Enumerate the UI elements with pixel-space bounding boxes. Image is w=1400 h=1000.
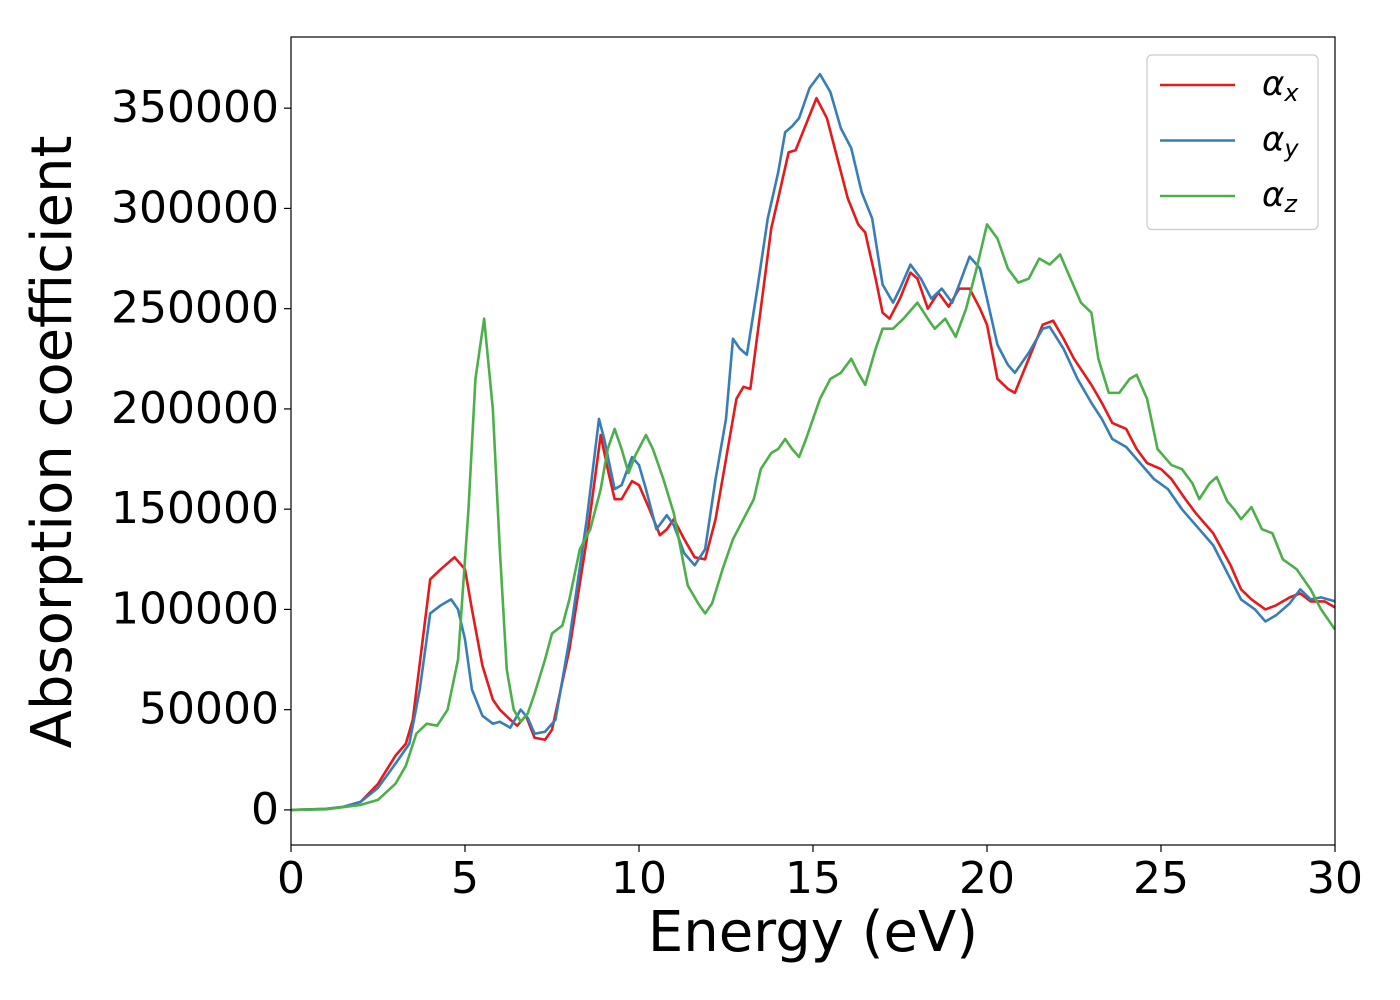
legend-subscript: x [1283,79,1299,107]
x-axis-label: Energy (eV) [648,900,978,965]
y-tick-label: 150000 [111,483,279,534]
x-tick-label: 10 [611,853,667,904]
legend-label: αy [1262,119,1299,163]
x-tick-label: 30 [1307,853,1363,904]
data-line [291,96,1335,812]
legend-label: αx [1262,64,1299,108]
x-tick-label: 20 [959,853,1015,904]
x-tick-label: 0 [277,853,305,904]
y-tick-label: 50000 [139,684,279,735]
y-tick-label: 250000 [111,283,279,334]
y-tick-label: 350000 [111,82,279,133]
y-tick-label: 0 [251,784,279,835]
legend-subscript: z [1283,190,1298,218]
legend-label: αz [1262,175,1298,219]
y-tick-label: 200000 [111,383,279,434]
legend-symbol: α [1262,119,1284,159]
x-tick-label: 15 [785,853,841,904]
x-tick-label: 25 [1133,853,1189,904]
data-line [291,223,1335,812]
data-line [291,72,1335,812]
legend-symbol: α [1262,64,1284,104]
x-tick-label: 5 [451,853,479,904]
legend-symbol: α [1262,175,1284,215]
y-axis-label: Absorption coefficient [20,136,85,749]
y-tick-label: 100000 [111,583,279,634]
legend-subscript: y [1283,135,1299,163]
y-tick-label: 300000 [111,182,279,233]
legend-box [1146,54,1319,231]
